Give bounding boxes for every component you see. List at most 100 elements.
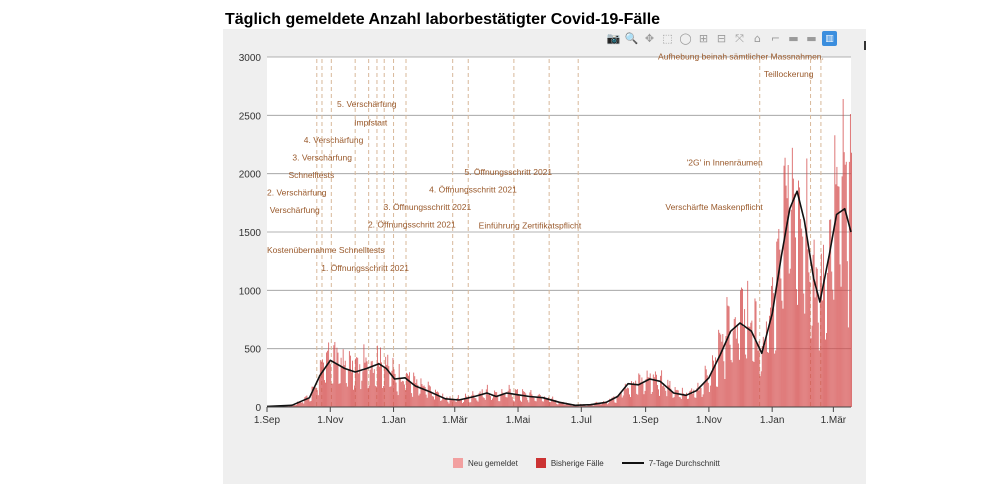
daily-bar xyxy=(707,382,709,407)
daily-bar xyxy=(532,396,534,407)
daily-bar xyxy=(804,313,806,407)
daily-bar xyxy=(300,401,302,407)
daily-bar xyxy=(498,401,500,407)
daily-bar xyxy=(370,361,372,407)
box-select-icon[interactable]: ⬚ xyxy=(662,32,673,45)
daily-bar xyxy=(514,389,516,407)
daily-bar xyxy=(333,345,335,407)
daily-bar xyxy=(726,297,728,407)
y-tick-label: 3000 xyxy=(239,53,262,64)
daily-bar xyxy=(557,404,559,407)
daily-bar xyxy=(816,268,818,407)
event-annotation: 4. Verschärfung xyxy=(304,135,364,145)
daily-bar xyxy=(565,402,567,407)
daily-bar xyxy=(789,268,791,407)
daily-bar xyxy=(559,402,561,407)
daily-bar xyxy=(385,356,387,407)
daily-bar xyxy=(464,397,465,407)
daily-bar xyxy=(774,353,776,407)
daily-bar xyxy=(594,402,596,407)
daily-bar xyxy=(440,400,442,407)
daily-bar xyxy=(842,99,844,407)
daily-bar xyxy=(828,256,830,407)
pan-icon[interactable]: ✥ xyxy=(644,32,655,45)
daily-bar xyxy=(537,395,539,407)
x-tick-label: 1.Nov xyxy=(696,415,722,426)
home-icon[interactable]: ⌂ xyxy=(754,32,761,45)
event-annotation: Kostenübernahme Schnelltests xyxy=(267,245,385,255)
daily-bar xyxy=(352,360,353,407)
daily-bar xyxy=(398,364,400,407)
legend-item[interactable]: Neu gemeldet xyxy=(453,458,518,468)
daily-bar xyxy=(524,391,526,407)
daily-bar xyxy=(807,249,809,407)
daily-bar xyxy=(329,362,331,407)
daily-bar xyxy=(814,297,816,407)
daily-bar xyxy=(811,325,813,407)
daily-bar xyxy=(678,396,680,407)
daily-bar xyxy=(567,403,569,407)
daily-bar xyxy=(812,254,814,407)
daily-bar xyxy=(391,370,393,407)
daily-bar xyxy=(415,382,417,407)
daily-bar xyxy=(523,391,525,407)
daily-bar xyxy=(490,396,491,407)
daily-bar xyxy=(740,290,741,407)
daily-bar xyxy=(458,399,460,407)
daily-bar xyxy=(712,355,713,407)
daily-bar xyxy=(403,384,405,407)
daily-bar xyxy=(688,398,690,407)
daily-bar xyxy=(629,394,630,407)
daily-bar xyxy=(637,394,639,407)
daily-bar xyxy=(454,401,456,407)
daily-bar xyxy=(825,339,826,407)
daily-bar xyxy=(654,371,656,407)
daily-bar xyxy=(443,398,445,407)
daily-bar xyxy=(731,362,733,407)
event-annotation: 3. Öffnungsschritt 2021 xyxy=(384,202,472,212)
daily-bar xyxy=(677,390,679,407)
daily-bar xyxy=(692,394,694,407)
x-tick-label: 1.Jan xyxy=(381,415,405,426)
autoscale-icon[interactable]: ⤧ xyxy=(735,31,744,45)
spike-lines-icon[interactable]: ⌐ xyxy=(770,32,781,45)
event-annotation: Impfstart xyxy=(354,117,388,127)
zoom-icon[interactable]: 🔍 xyxy=(624,32,639,45)
daily-bar xyxy=(387,354,389,407)
daily-bar xyxy=(669,380,671,407)
daily-bar xyxy=(783,165,785,407)
zoom-in-icon[interactable]: ⊞ xyxy=(698,32,709,45)
daily-bar xyxy=(611,397,613,407)
daily-bar xyxy=(484,399,486,407)
daily-bar xyxy=(321,359,323,407)
daily-bar xyxy=(727,305,729,407)
daily-bar xyxy=(671,391,673,407)
legend-item[interactable]: 7-Tage Durchschnitt xyxy=(621,459,720,468)
hover-compare-icon[interactable]: ▬ xyxy=(806,32,817,45)
daily-bar xyxy=(448,403,450,407)
daily-bar xyxy=(356,357,358,407)
zoom-out-icon[interactable]: ⊟ xyxy=(716,32,727,45)
daily-bar xyxy=(847,327,849,407)
daily-bar xyxy=(728,306,730,407)
daily-bar xyxy=(361,380,363,407)
plotly-logo-icon[interactable]: ▥ xyxy=(822,31,837,46)
lasso-icon[interactable]: ◯ xyxy=(679,32,692,45)
daily-bar xyxy=(668,385,670,407)
legend-item[interactable]: Bisherige Fälle xyxy=(535,458,604,468)
daily-bar xyxy=(733,318,735,407)
daily-bar xyxy=(784,157,786,407)
daily-bar xyxy=(374,385,376,407)
daily-bar xyxy=(296,404,297,407)
event-annotation: Verschärfung xyxy=(270,205,320,215)
daily-bar xyxy=(627,388,629,407)
daily-bar xyxy=(636,393,638,407)
daily-bar xyxy=(765,321,767,407)
camera-icon[interactable]: 📷 xyxy=(606,32,621,45)
daily-bar xyxy=(725,336,727,407)
legend-swatch xyxy=(621,462,644,464)
hover-closest-icon[interactable]: ▬ xyxy=(788,32,799,45)
daily-bar xyxy=(722,334,724,407)
daily-bar xyxy=(427,381,429,407)
daily-bar xyxy=(412,396,414,407)
